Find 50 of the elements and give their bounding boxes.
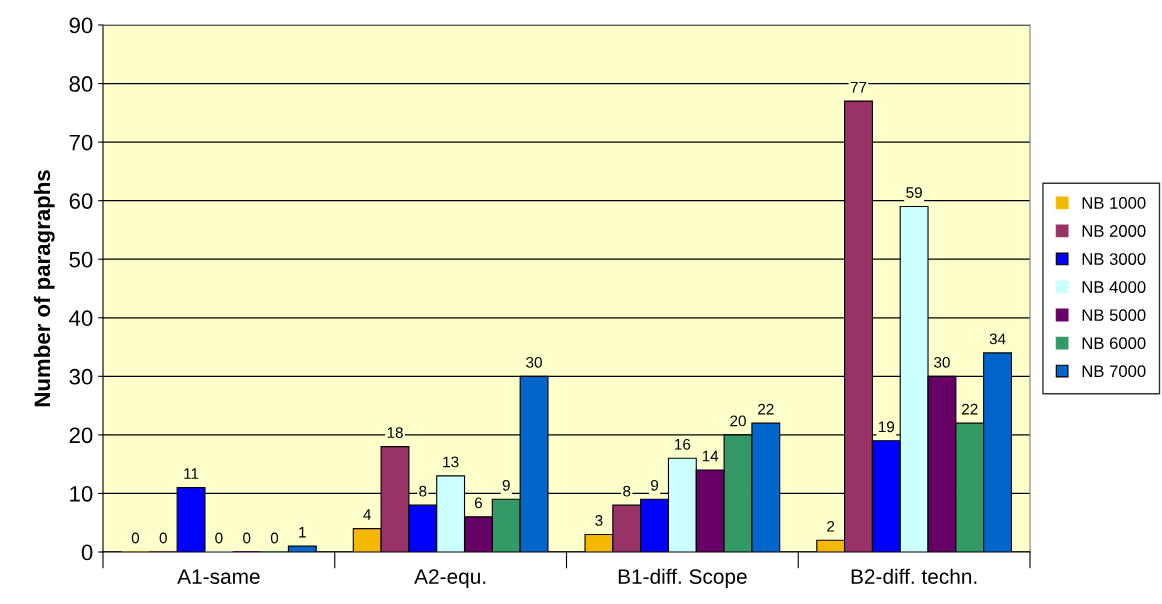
y-tick-label: 90: [69, 17, 93, 34]
data-label: 0: [131, 532, 140, 544]
legend-label: NB 2000: [1082, 225, 1146, 237]
y-tick-label: 0: [81, 544, 93, 561]
x-tick-label: B2-diff. techn.: [851, 568, 977, 584]
legend-label: NB 1000: [1082, 197, 1146, 209]
data-label: 22: [758, 403, 774, 415]
data-label: 0: [270, 532, 279, 544]
data-label: 18: [387, 427, 403, 439]
y-tick-label: 10: [70, 485, 93, 502]
data-label: 6: [474, 497, 483, 509]
y-tick-label: 40: [69, 310, 93, 327]
data-label: 13: [443, 456, 459, 468]
x-tick-label: A1-same: [177, 569, 260, 584]
x-tick-label: B1-diff. Scope: [618, 568, 747, 589]
y-tick-label: 50: [69, 251, 93, 268]
y-tick-label: 60: [69, 193, 93, 209]
data-label: 19: [878, 421, 895, 433]
data-label: 3: [595, 515, 603, 526]
data-label: 9: [502, 479, 510, 491]
data-label: 4: [363, 509, 371, 520]
data-label: 16: [675, 438, 691, 450]
data-label: 34: [989, 333, 1006, 345]
y-tick-label: 70: [69, 134, 93, 151]
data-label: 9: [651, 479, 659, 491]
legend-label: NB 4000: [1082, 281, 1146, 293]
data-label: 14: [702, 450, 719, 462]
data-label: 0: [243, 532, 251, 544]
data-label: 20: [730, 415, 746, 427]
legend-label: NB 7000: [1082, 365, 1146, 378]
data-label: 22: [962, 403, 978, 415]
data-label: 0: [215, 532, 223, 544]
data-label: 8: [419, 485, 427, 497]
legend-label: NB 3000: [1082, 253, 1146, 265]
data-label: 1: [299, 526, 306, 538]
y-tick-label: 30: [69, 368, 93, 385]
x-tick-label: A2-equ.: [414, 569, 486, 589]
data-label: 8: [623, 485, 631, 497]
y-tick-label: 80: [69, 76, 93, 92]
legend-label: NB 5000: [1082, 309, 1146, 322]
data-label: 11: [184, 468, 199, 479]
data-label: 77: [850, 81, 867, 93]
data-label: 2: [827, 520, 835, 532]
legend-label: NB 6000: [1082, 337, 1146, 350]
y-axis-title: Number of paragraphs: [33, 170, 55, 407]
data-label: 30: [526, 356, 542, 368]
data-label: 59: [906, 187, 922, 198]
data-label: 0: [159, 532, 167, 544]
data-label: 30: [934, 356, 950, 368]
y-tick-label: 20: [69, 427, 93, 444]
